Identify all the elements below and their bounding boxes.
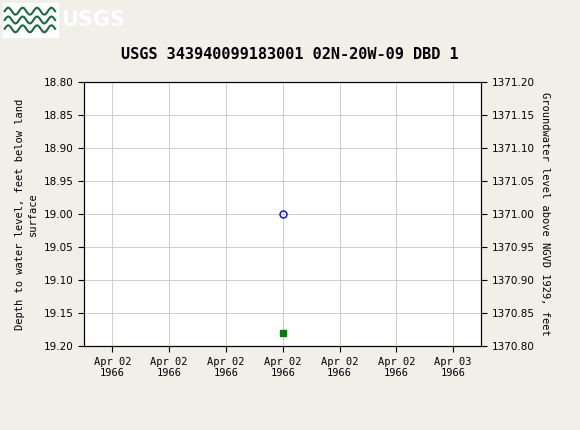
Y-axis label: Groundwater level above NGVD 1929, feet: Groundwater level above NGVD 1929, feet: [541, 92, 550, 336]
Bar: [3, 3, 58, 37]
Legend: Period of approved data: Period of approved data: [177, 429, 389, 430]
Text: USGS: USGS: [61, 10, 125, 30]
Y-axis label: Depth to water level, feet below land
surface: Depth to water level, feet below land su…: [15, 98, 38, 329]
Text: USGS 343940099183001 02N-20W-09 DBD 1: USGS 343940099183001 02N-20W-09 DBD 1: [121, 47, 459, 62]
